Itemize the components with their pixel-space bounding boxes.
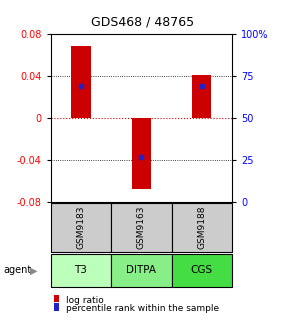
Text: T3: T3 <box>75 265 87 276</box>
Text: ▶: ▶ <box>30 265 37 276</box>
Text: agent: agent <box>3 265 31 276</box>
Bar <box>111 254 172 287</box>
Text: GDS468 / 48765: GDS468 / 48765 <box>90 15 194 28</box>
Bar <box>51 254 111 287</box>
Bar <box>132 118 151 189</box>
Text: log ratio: log ratio <box>66 296 104 304</box>
Text: DITPA: DITPA <box>126 265 156 276</box>
Text: GSM9188: GSM9188 <box>197 206 206 249</box>
Bar <box>71 46 90 118</box>
Bar <box>111 203 172 252</box>
Bar <box>51 203 111 252</box>
Text: GSM9163: GSM9163 <box>137 206 146 249</box>
Bar <box>192 75 211 118</box>
Text: CGS: CGS <box>191 265 213 276</box>
Text: GSM9183: GSM9183 <box>77 206 86 249</box>
Bar <box>172 203 232 252</box>
Bar <box>172 254 232 287</box>
Text: percentile rank within the sample: percentile rank within the sample <box>66 304 219 313</box>
